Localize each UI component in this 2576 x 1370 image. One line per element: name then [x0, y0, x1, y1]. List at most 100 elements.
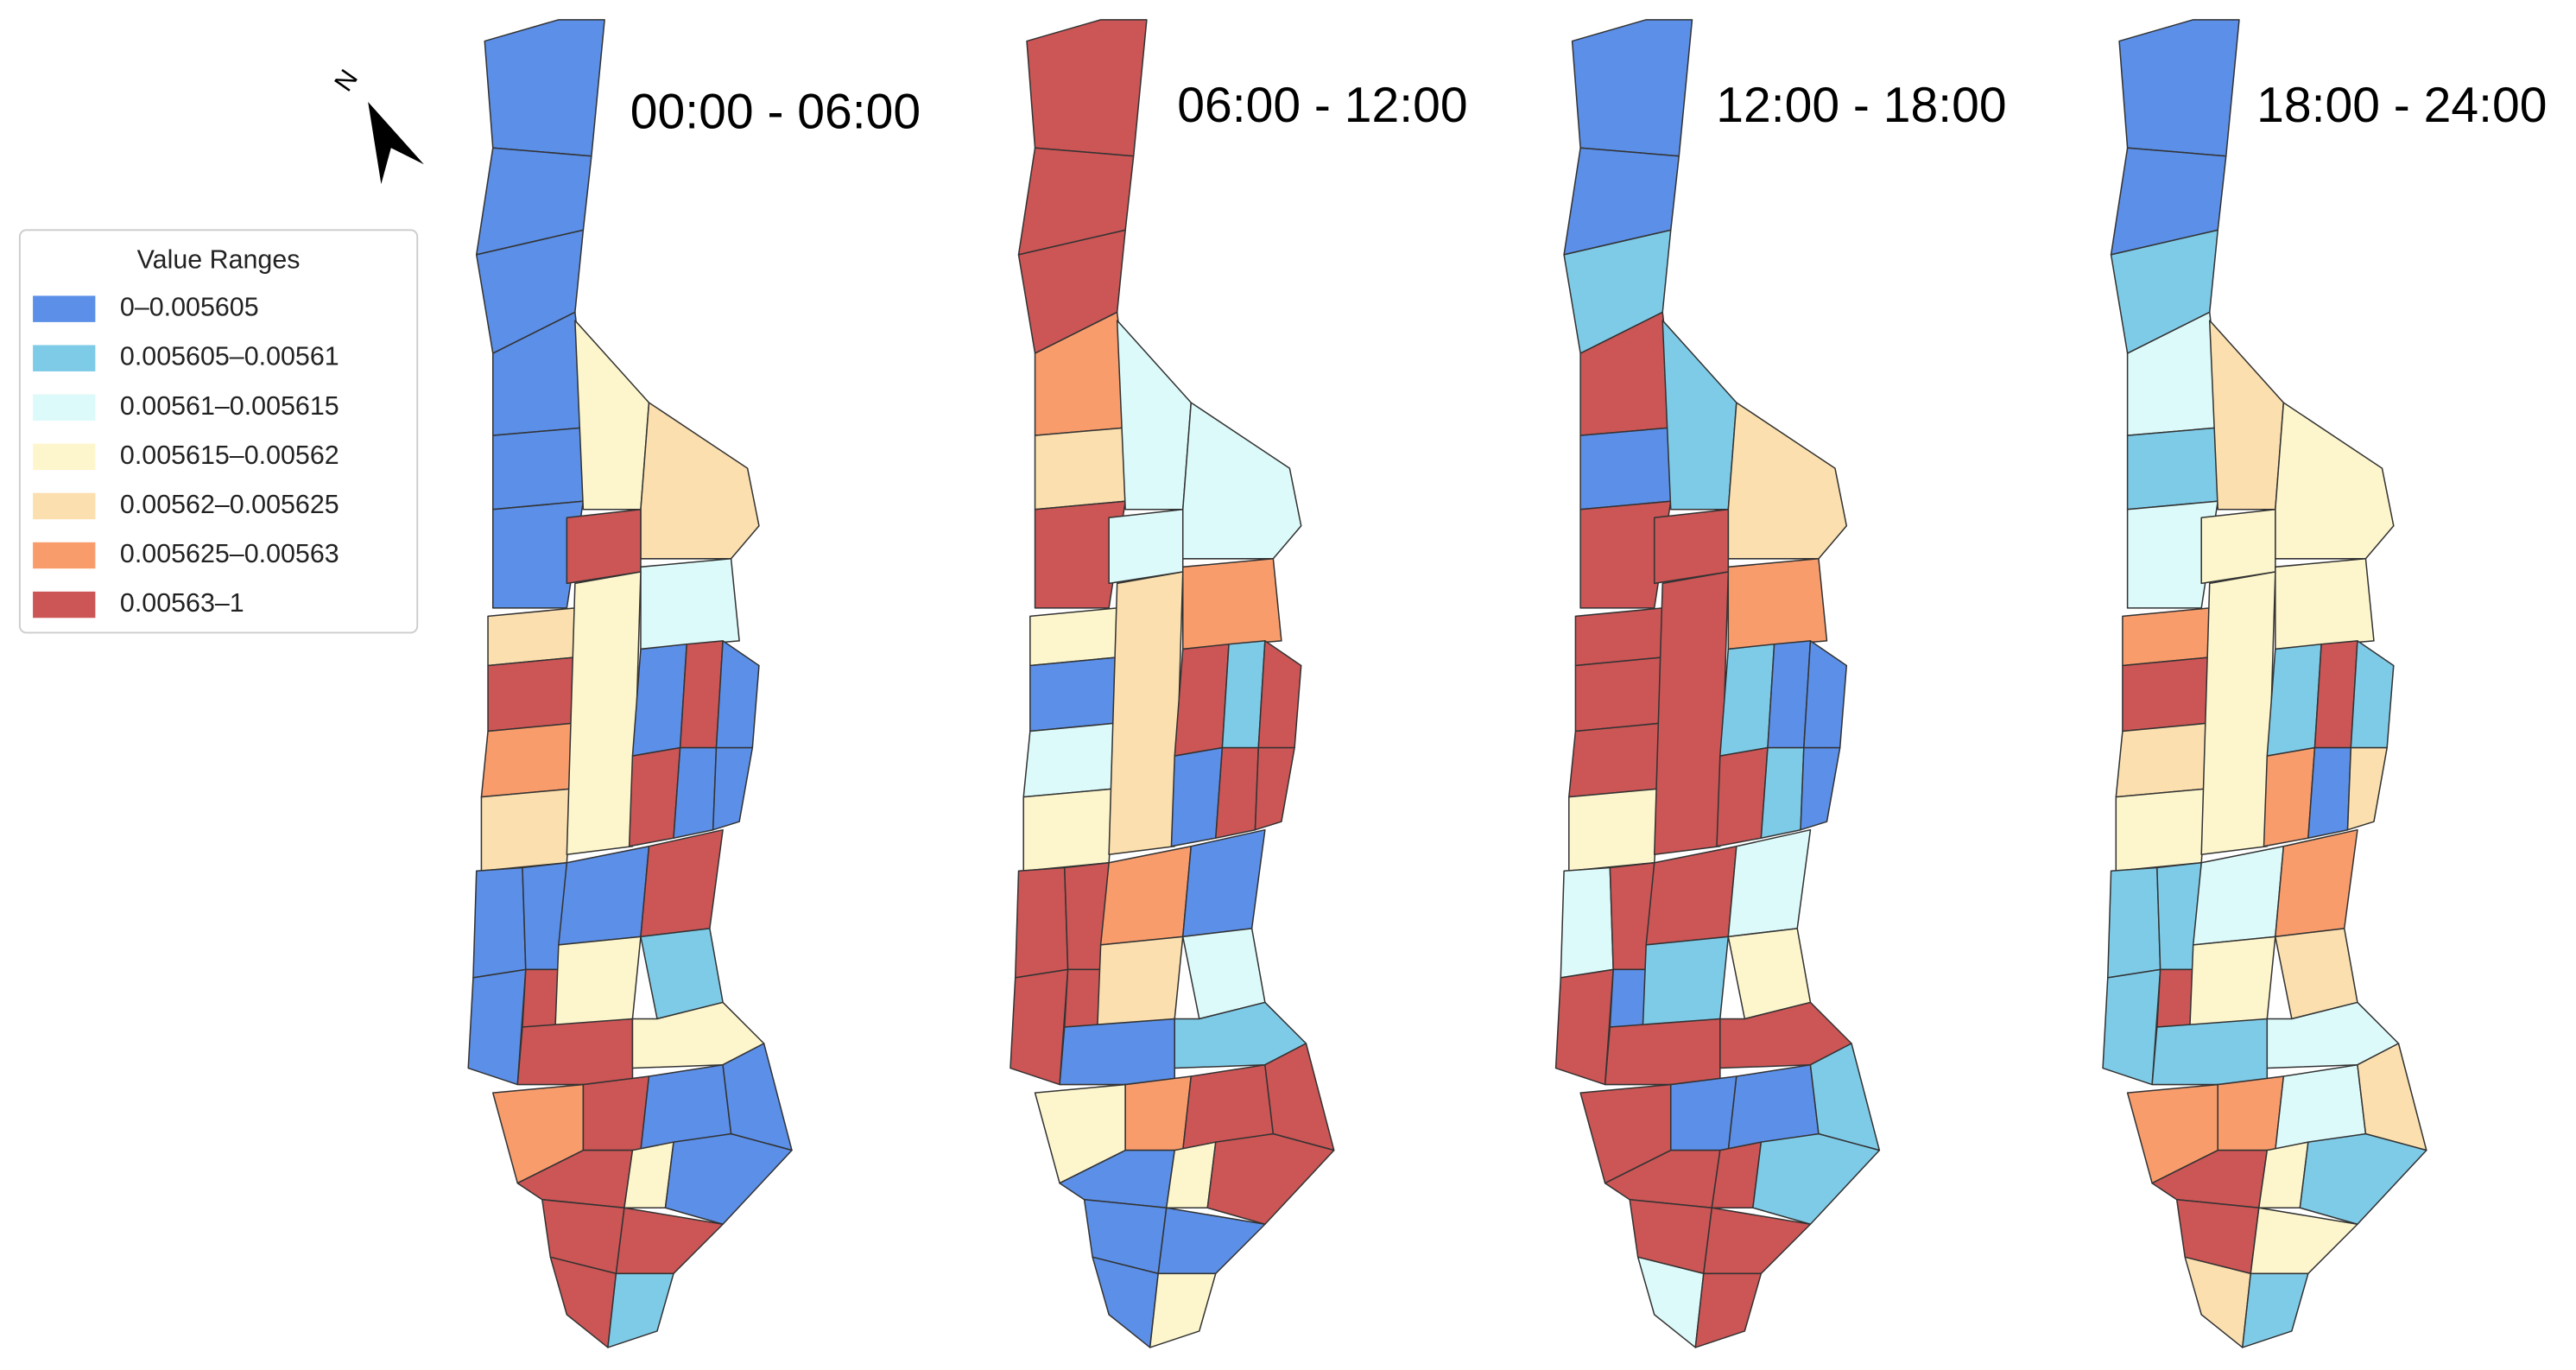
map-region	[1579, 426, 1677, 511]
map-region	[1560, 866, 1614, 979]
panel-title: 06:00 - 12:00	[1177, 78, 1467, 133]
map-region	[664, 1132, 793, 1226]
map-region	[1636, 1256, 1705, 1348]
map-region	[1760, 746, 1805, 839]
map-region	[487, 607, 576, 667]
map-region	[2156, 968, 2194, 1028]
map-region	[1029, 607, 1118, 667]
map-region	[1149, 1272, 1217, 1348]
map-region	[1752, 1132, 1881, 1226]
legend-swatch	[33, 591, 96, 618]
map-region	[628, 746, 681, 847]
legend: Value Ranges 0–0.005605 0.005605–0.00561 0…	[18, 229, 419, 634]
map-region	[467, 968, 527, 1086]
map-region	[2217, 1075, 2285, 1151]
map-region	[715, 640, 760, 749]
map-region	[1257, 640, 1302, 749]
map-region	[2346, 746, 2388, 831]
map-region	[640, 828, 724, 938]
map-region	[2242, 1272, 2309, 1348]
map-region	[566, 508, 642, 585]
panel-title: 18:00 - 24:00	[2256, 78, 2547, 133]
map-region	[1609, 968, 1647, 1028]
map-region	[2275, 828, 2358, 938]
map-region	[472, 866, 527, 979]
map-region	[484, 19, 605, 157]
map-region	[1669, 1075, 1737, 1151]
map-region	[2263, 746, 2316, 847]
legend-box	[18, 229, 419, 634]
map-region	[2299, 1132, 2427, 1226]
map-region	[1034, 426, 1131, 511]
legend-swatch	[33, 443, 96, 471]
map-region	[1170, 746, 1224, 847]
map-region	[574, 320, 650, 511]
map-region	[1645, 845, 1737, 946]
legend-swatch	[33, 394, 96, 422]
map-region	[631, 643, 687, 757]
map-panel	[467, 19, 793, 1348]
map-region	[1099, 845, 1193, 946]
map-region	[1059, 1018, 1175, 1086]
map-region	[2122, 607, 2211, 667]
legend-label: 0.00563–1	[120, 588, 244, 618]
map-region	[2208, 320, 2285, 511]
legend-label: 0.005605–0.00561	[120, 342, 339, 371]
map-region	[1653, 508, 1730, 585]
legend-label: 0.00562–0.005625	[120, 490, 339, 519]
map-region	[1108, 508, 1184, 585]
map-region	[640, 558, 740, 650]
map-region	[1010, 968, 1069, 1086]
map-region	[2313, 640, 2358, 749]
map-region	[1092, 1256, 1159, 1348]
map-region	[1653, 571, 1730, 855]
map-region	[2102, 968, 2161, 1086]
map-panel	[2102, 19, 2427, 1348]
map-region	[1574, 656, 1663, 733]
legend-label: 0.005615–0.00562	[120, 441, 339, 470]
map-region	[1022, 788, 1115, 872]
legend-swatch	[33, 542, 96, 569]
map-region	[607, 1272, 674, 1348]
map-region	[558, 845, 650, 946]
map-region	[1014, 866, 1069, 979]
map-region	[1221, 640, 1266, 749]
map-region	[2275, 558, 2375, 650]
north-arrow: N	[329, 64, 424, 185]
map-region	[1108, 571, 1184, 855]
map-region	[2122, 656, 2211, 733]
map-panel	[1554, 19, 1881, 1348]
panel-title: 12:00 - 18:00	[1716, 78, 2006, 133]
map-region	[480, 788, 573, 872]
map-region	[1719, 643, 1775, 757]
legend-title: Value Ranges	[137, 245, 301, 275]
legend-label: 0–0.005605	[120, 293, 259, 322]
map-region	[1571, 19, 1693, 157]
map-region	[1554, 968, 1614, 1086]
map-region	[516, 1018, 634, 1086]
map-region	[2115, 722, 2211, 798]
map-region	[2184, 1256, 2252, 1348]
map-region	[1694, 1272, 1763, 1348]
map-region	[1604, 1018, 1721, 1086]
map-region	[1716, 746, 1769, 847]
legend-swatch	[33, 295, 96, 322]
map-region	[1727, 558, 1828, 650]
legend-label: 0.00561–0.005615	[120, 391, 339, 421]
legend-swatch	[33, 492, 96, 520]
map-region	[1800, 746, 1841, 831]
legend-label: 0.005625–0.00563	[120, 539, 339, 568]
map-region	[673, 746, 718, 839]
map-region	[2307, 746, 2352, 839]
map-region	[2266, 643, 2322, 757]
map-region	[1026, 19, 1148, 157]
map-region	[2200, 508, 2276, 585]
map-region	[1097, 936, 1184, 1028]
legend-swatch	[33, 345, 96, 371]
map-region	[1574, 607, 1663, 667]
map-region	[1181, 558, 1282, 650]
map-region	[2107, 866, 2161, 979]
map-region	[2115, 788, 2207, 872]
map-region	[1174, 643, 1230, 757]
